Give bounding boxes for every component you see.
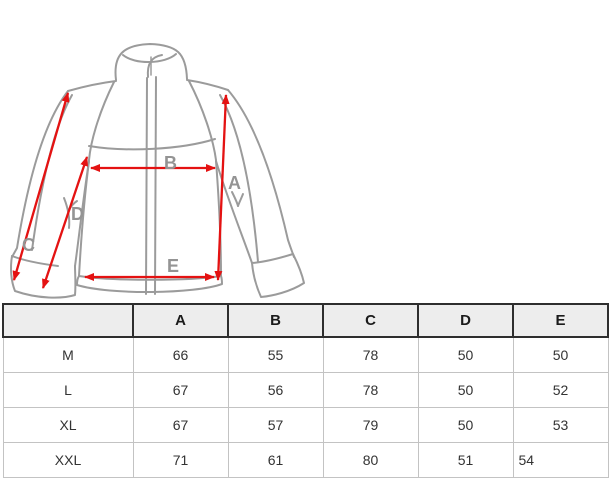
size-table: A B C D E M 66 55 78 50 50 L 67 56 78 50 [2, 303, 609, 478]
size-label: M [2, 336, 134, 373]
cell-value: 50 [417, 372, 514, 408]
measure-label-d: D [71, 204, 84, 224]
cell-value: 50 [417, 336, 514, 373]
cell-value: 79 [322, 407, 419, 443]
measure-label-a: A [228, 173, 241, 193]
table-row-xxl: XXL 71 61 80 51 54 [2, 442, 609, 478]
cell-value: 61 [227, 442, 324, 478]
cell-value: 80 [322, 442, 419, 478]
table-row-l: L 67 56 78 50 52 [2, 372, 609, 408]
cell-value: 67 [132, 372, 229, 408]
cell-value: 52 [512, 372, 609, 408]
cell-value: 51 [417, 442, 514, 478]
cell-value: 53 [512, 407, 609, 443]
arrow-d [41, 156, 89, 289]
header-cell-d: D [417, 303, 514, 338]
arrow-c [12, 92, 70, 281]
cell-value: 78 [322, 372, 419, 408]
cell-value: 50 [512, 336, 609, 373]
table-row-xl: XL 67 57 79 50 53 [2, 407, 609, 443]
cell-value: 67 [132, 407, 229, 443]
cell-value: 50 [417, 407, 514, 443]
header-cell-size [2, 303, 134, 338]
jacket-line-art [10, 43, 305, 299]
size-label: L [2, 372, 134, 408]
size-label: XXL [2, 442, 134, 478]
measure-label-b: B [164, 153, 177, 173]
cell-value: 78 [322, 336, 419, 373]
measurement-arrows [12, 92, 230, 289]
cell-value: 55 [227, 336, 324, 373]
header-cell-c: C [322, 303, 419, 338]
jacket-outline-drawing: A B C D E [10, 43, 305, 299]
measure-label-e: E [167, 256, 179, 276]
size-table-header-row: A B C D E [2, 303, 609, 338]
header-cell-a: A [132, 303, 229, 338]
measure-label-c: C [22, 235, 35, 255]
cell-value: 71 [132, 442, 229, 478]
jacket-measurement-diagram: A B C D E [0, 0, 308, 302]
table-row-m: M 66 55 78 50 50 [2, 336, 609, 373]
size-label: XL [2, 407, 134, 443]
cell-value: 57 [227, 407, 324, 443]
cell-value: 56 [227, 372, 324, 408]
header-cell-e: E [512, 303, 609, 338]
cell-value: 54 [512, 442, 609, 478]
cell-value: 66 [132, 336, 229, 373]
arrow-a [214, 94, 230, 281]
header-cell-b: B [227, 303, 324, 338]
